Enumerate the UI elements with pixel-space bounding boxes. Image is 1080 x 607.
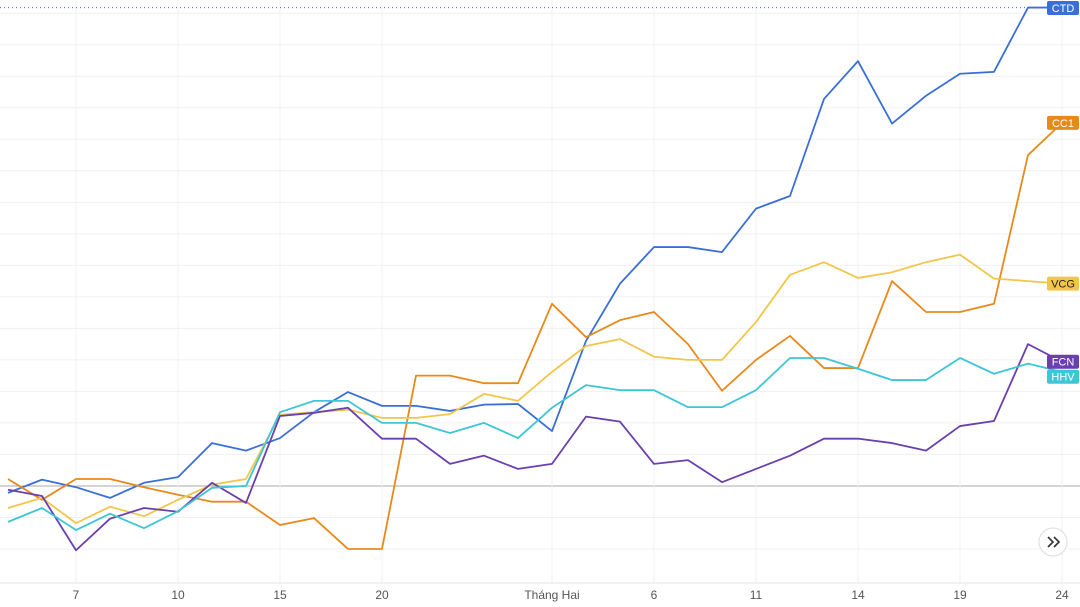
x-tick-label: 14 <box>851 588 865 602</box>
scroll-icon[interactable] <box>1047 536 1061 548</box>
x-tick-label: Tháng Hai <box>524 588 579 602</box>
series-line <box>7 343 1063 552</box>
series-tag <box>1047 115 1079 130</box>
tags: CTD CC1 VCG FCN HHV <box>1047 1 1079 384</box>
x-tick-label: 6 <box>651 588 658 602</box>
series-line <box>7 122 1063 550</box>
x-tick-label: 11 <box>750 588 763 602</box>
series-line <box>7 253 1063 525</box>
series-line <box>7 6 1062 499</box>
x-tick-label: 19 <box>953 588 967 602</box>
lines <box>7 6 1063 552</box>
series-tag <box>1047 369 1079 384</box>
legend-label: CC1 <box>1052 118 1074 130</box>
legend-label: HHV <box>1051 372 1075 384</box>
x-tick-label: 15 <box>273 588 287 602</box>
legend-label: VCG <box>1051 279 1075 291</box>
x-tick-label: 24 <box>1055 588 1069 602</box>
series-line <box>7 357 1063 531</box>
scroll-button[interactable] <box>1038 527 1068 557</box>
legend-label: CTD <box>1052 3 1075 15</box>
series-tag <box>1047 1 1079 15</box>
x-tick-label: 10 <box>171 588 185 602</box>
x-tick-label: 7 <box>73 588 80 602</box>
series-tag <box>1047 354 1079 369</box>
legend-label: FCN <box>1052 357 1075 369</box>
series-tag <box>1047 276 1079 291</box>
x-tick-label: 20 <box>375 588 389 602</box>
